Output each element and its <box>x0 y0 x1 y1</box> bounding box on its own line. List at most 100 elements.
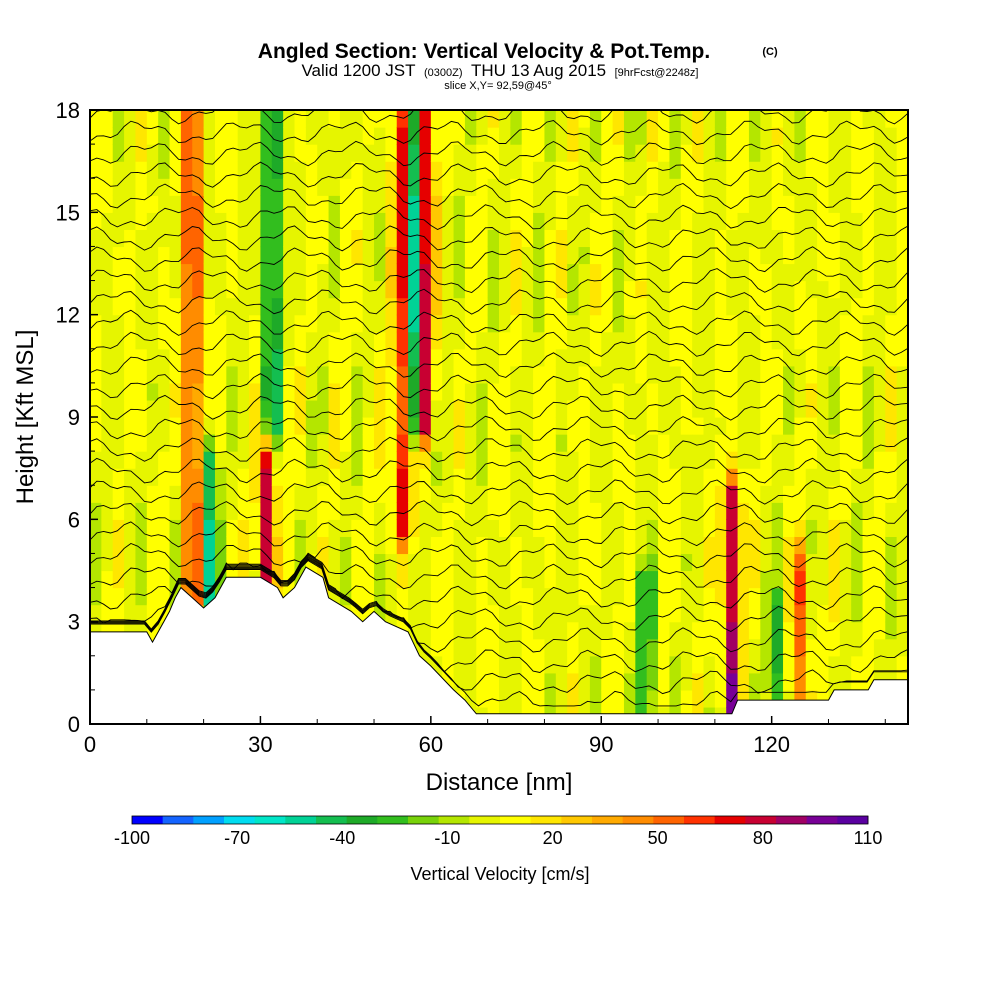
velocity-cell <box>533 195 546 213</box>
velocity-cell <box>510 280 523 299</box>
velocity-cell <box>453 382 466 401</box>
velocity-cell <box>396 485 409 503</box>
x-tick-label: 60 <box>419 732 443 757</box>
velocity-cell <box>612 621 625 640</box>
velocity-cell <box>726 178 739 196</box>
y-tick-label: 3 <box>68 610 80 635</box>
velocity-cell <box>726 399 739 418</box>
velocity-cell <box>203 382 216 401</box>
velocity-cell <box>146 570 159 589</box>
velocity-cell <box>487 485 500 503</box>
velocity-cell <box>396 212 409 230</box>
velocity-cell <box>578 672 591 691</box>
velocity-cell <box>374 212 386 230</box>
velocity-cell <box>442 178 455 196</box>
velocity-cell <box>90 110 102 128</box>
velocity-cell <box>589 621 602 640</box>
velocity-cell <box>737 502 750 520</box>
velocity-cell <box>669 570 682 589</box>
velocity-cell <box>214 280 227 299</box>
velocity-cell <box>885 280 898 299</box>
velocity-cell <box>817 587 830 606</box>
velocity-cell <box>271 212 284 230</box>
y-tick-label: 6 <box>68 507 80 532</box>
velocity-cell <box>805 399 818 418</box>
velocity-cell <box>510 195 523 213</box>
velocity-cell <box>851 604 864 623</box>
velocity-cell <box>430 127 443 145</box>
velocity-cell <box>283 417 296 435</box>
velocity-cell <box>714 348 727 367</box>
velocity-cell <box>124 365 137 384</box>
velocity-cell <box>544 382 557 401</box>
colorbar-swatch <box>254 816 286 824</box>
velocity-cell <box>703 399 716 418</box>
velocity-cell <box>146 451 159 469</box>
velocity-cell <box>896 127 908 145</box>
velocity-cell <box>669 399 682 418</box>
velocity-cell <box>680 451 693 469</box>
velocity-cell <box>112 434 125 452</box>
velocity-cell <box>896 519 908 537</box>
velocity-cell <box>362 348 375 367</box>
velocity-cell <box>612 246 625 265</box>
velocity-cell <box>703 297 716 316</box>
velocity-cell <box>726 468 739 486</box>
velocity-cell <box>612 178 625 196</box>
velocity-cell <box>135 519 148 537</box>
velocity-cell <box>499 161 511 179</box>
theta-contour-line <box>90 352 908 378</box>
velocity-cell <box>714 587 727 606</box>
velocity-cell <box>703 672 716 691</box>
velocity-cell <box>533 468 546 486</box>
velocity-cell <box>851 536 864 555</box>
velocity-cell <box>203 417 216 435</box>
velocity-cell <box>623 348 636 367</box>
velocity-cell <box>328 127 341 145</box>
velocity-cell <box>124 468 137 486</box>
velocity-cell <box>385 451 398 469</box>
velocity-cell <box>169 382 182 401</box>
velocity-cell <box>658 110 671 128</box>
theta-contour-line <box>90 521 908 548</box>
velocity-cell <box>271 110 284 128</box>
velocity-cell <box>794 314 807 333</box>
velocity-cell <box>180 485 193 503</box>
velocity-cell <box>737 587 750 606</box>
velocity-cell <box>658 689 671 708</box>
velocity-cell <box>419 314 432 333</box>
velocity-cell <box>487 502 500 520</box>
velocity-cell <box>578 519 591 537</box>
velocity-cell <box>737 127 750 145</box>
velocity-cell <box>692 314 705 333</box>
velocity-cell <box>271 229 284 248</box>
velocity-cell <box>499 280 511 299</box>
velocity-cell <box>203 536 216 555</box>
velocity-cell <box>578 689 591 708</box>
velocity-cell <box>885 434 898 452</box>
velocity-cell <box>578 212 591 230</box>
velocity-cell <box>385 212 398 230</box>
velocity-cell <box>623 519 636 537</box>
colorbar-swatch <box>438 816 470 824</box>
velocity-cell <box>112 127 125 145</box>
velocity-cell <box>578 655 591 674</box>
velocity-cell <box>430 519 443 537</box>
velocity-cell <box>90 382 102 401</box>
velocity-cell <box>351 553 364 572</box>
velocity-cell <box>612 127 625 145</box>
velocity-cell <box>737 553 750 572</box>
velocity-cell <box>635 451 648 469</box>
velocity-cell <box>124 519 137 537</box>
velocity-cell <box>374 365 386 384</box>
velocity-cell <box>112 314 125 333</box>
velocity-cell <box>510 348 523 367</box>
velocity-cell <box>783 263 795 282</box>
velocity-cell <box>271 178 284 196</box>
velocity-cell <box>453 178 466 196</box>
velocity-cell <box>635 655 648 674</box>
velocity-cell <box>623 297 636 316</box>
velocity-cell <box>260 280 273 299</box>
velocity-cell <box>430 161 443 179</box>
velocity-cell <box>601 519 614 537</box>
